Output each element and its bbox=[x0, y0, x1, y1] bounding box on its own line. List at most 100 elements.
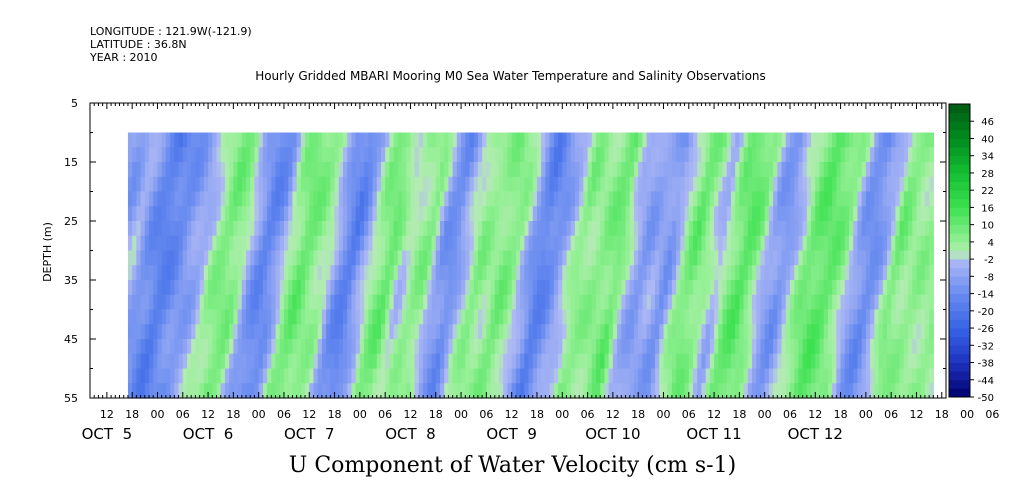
heatmap-cell bbox=[671, 176, 677, 193]
heatmap-cell bbox=[781, 324, 787, 340]
heatmap-cell bbox=[811, 206, 816, 222]
heatmap-cell bbox=[768, 265, 774, 281]
heatmap-cell bbox=[562, 383, 568, 399]
heatmap-cell bbox=[566, 250, 572, 266]
heatmap-cell bbox=[570, 132, 576, 148]
heatmap-cell bbox=[591, 265, 597, 281]
heatmap-cell bbox=[874, 353, 880, 370]
heatmap-cell bbox=[815, 339, 821, 355]
heatmap-cell bbox=[659, 324, 665, 340]
heatmap-cell bbox=[747, 191, 753, 207]
heatmap-cell bbox=[161, 383, 167, 399]
heatmap-cell bbox=[655, 250, 660, 266]
heatmap-cell bbox=[528, 235, 534, 252]
heatmap-cell bbox=[499, 324, 504, 340]
heatmap-cell bbox=[777, 383, 783, 399]
heatmap-cell bbox=[536, 176, 542, 193]
heatmap-cell bbox=[832, 324, 837, 340]
heatmap-cell bbox=[667, 324, 673, 340]
heatmap-cell bbox=[186, 280, 192, 296]
heatmap-cell bbox=[132, 206, 137, 222]
heatmap-cell bbox=[768, 162, 774, 178]
heatmap-cell bbox=[338, 294, 344, 311]
heatmap-cell bbox=[815, 294, 821, 311]
heatmap-cell bbox=[655, 191, 660, 207]
heatmap-cell bbox=[444, 132, 450, 148]
heatmap-cell bbox=[789, 309, 795, 325]
heatmap-cell bbox=[300, 294, 306, 311]
heatmap-cell bbox=[368, 294, 374, 311]
x-hour-label: 00 bbox=[656, 408, 670, 421]
heatmap-cell bbox=[642, 265, 648, 281]
heatmap-cell bbox=[330, 324, 336, 340]
heatmap-cell bbox=[840, 235, 846, 252]
heatmap-cell bbox=[764, 339, 770, 355]
heatmap-cell bbox=[528, 206, 534, 222]
heatmap-cell bbox=[709, 162, 715, 178]
heatmap-cell bbox=[414, 324, 420, 340]
heatmap-cell bbox=[262, 324, 268, 340]
heatmap-cell bbox=[241, 339, 247, 355]
heatmap-cell bbox=[216, 280, 222, 296]
heatmap-cell bbox=[452, 221, 458, 237]
heatmap-cell bbox=[309, 147, 315, 163]
heatmap-cell bbox=[650, 162, 656, 178]
heatmap-cell bbox=[330, 280, 336, 296]
heatmap-cell bbox=[343, 324, 348, 340]
colorbar-swatch bbox=[949, 190, 970, 200]
heatmap-cell bbox=[351, 206, 357, 222]
heatmap-cell bbox=[477, 280, 483, 296]
y-tick-label: 55 bbox=[64, 392, 78, 405]
heatmap-cell bbox=[886, 368, 892, 384]
heatmap-cell bbox=[368, 221, 374, 237]
heatmap-cell bbox=[127, 280, 133, 296]
heatmap-cell bbox=[676, 206, 681, 222]
heatmap-cell bbox=[486, 294, 492, 311]
heatmap-cell bbox=[490, 176, 496, 193]
heatmap-cell bbox=[528, 368, 534, 384]
heatmap-cell bbox=[364, 221, 369, 237]
heatmap-cell bbox=[760, 132, 766, 148]
heatmap-cell bbox=[283, 383, 289, 399]
heatmap-cell bbox=[334, 339, 340, 355]
heatmap-cell bbox=[789, 294, 795, 311]
heatmap-cell bbox=[165, 250, 171, 266]
heatmap-cell bbox=[768, 294, 774, 311]
heatmap-cell bbox=[612, 191, 618, 207]
heatmap-cell bbox=[773, 235, 778, 252]
heatmap-cell bbox=[722, 324, 728, 340]
heatmap-cell bbox=[334, 162, 340, 178]
heatmap-cell bbox=[549, 294, 555, 311]
heatmap-cell bbox=[241, 176, 247, 193]
heatmap-cell bbox=[444, 221, 450, 237]
heatmap-cell bbox=[558, 339, 563, 355]
heatmap-cell bbox=[587, 147, 593, 163]
heatmap-cell bbox=[844, 383, 850, 399]
heatmap-cell bbox=[541, 162, 547, 178]
heatmap-cell bbox=[452, 191, 458, 207]
heatmap-cell bbox=[271, 294, 277, 311]
heatmap-cell bbox=[701, 176, 707, 193]
heatmap-cell bbox=[684, 339, 690, 355]
heatmap-cell bbox=[836, 206, 842, 222]
heatmap-cell bbox=[840, 368, 846, 384]
heatmap-cell bbox=[224, 383, 230, 399]
heatmap-cell bbox=[608, 132, 614, 148]
heatmap-cell bbox=[380, 221, 386, 237]
heatmap-cell bbox=[305, 147, 310, 163]
heatmap-cell bbox=[536, 221, 542, 237]
heatmap-cell bbox=[604, 162, 610, 178]
heatmap-cell bbox=[633, 191, 639, 207]
heatmap-cell bbox=[735, 280, 740, 296]
heatmap-cell bbox=[275, 191, 281, 207]
heatmap-cell bbox=[819, 309, 825, 325]
heatmap-cell bbox=[132, 162, 137, 178]
heatmap-cell bbox=[722, 309, 728, 325]
x-hour-label: 12 bbox=[505, 408, 519, 421]
heatmap-cell bbox=[321, 206, 327, 222]
heatmap-cell bbox=[730, 147, 736, 163]
heatmap-cell bbox=[452, 250, 458, 266]
heatmap-cell bbox=[212, 309, 218, 325]
heatmap-cell bbox=[726, 353, 732, 370]
heatmap-cell bbox=[461, 324, 466, 340]
